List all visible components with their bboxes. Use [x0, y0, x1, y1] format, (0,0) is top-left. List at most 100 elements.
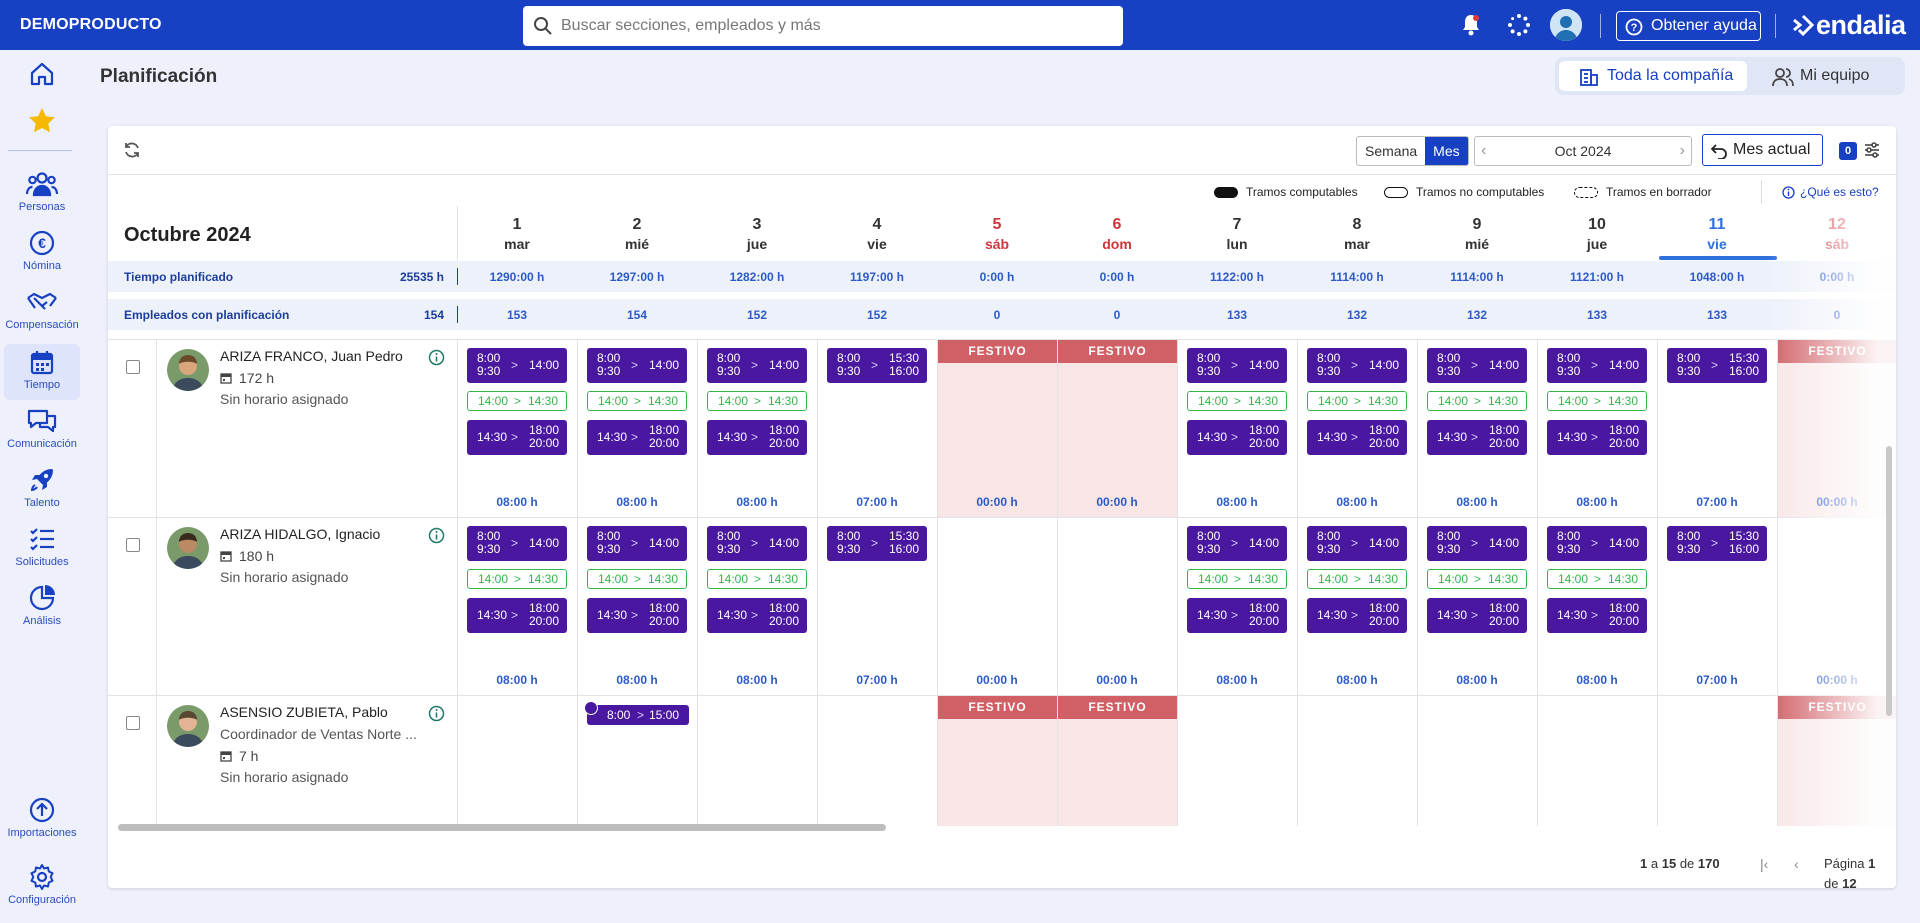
refresh-icon[interactable]: [122, 140, 142, 160]
day-cell[interactable]: 8:00 9:30 >14:00 14:00 >14:30 14:30 >18:00 20:0…: [1297, 518, 1417, 696]
day-cell[interactable]: 8:00 9:30 >14:00 14:00 >14:30 14:30 >18:00 20:0…: [697, 340, 817, 518]
break-block[interactable]: 14:00 >14:30: [1427, 569, 1527, 589]
day-cell[interactable]: 00:00 h: [1057, 518, 1177, 696]
loading-icon[interactable]: [1507, 13, 1531, 37]
shift-block-morning[interactable]: 8:00 9:30 >14:00: [587, 526, 687, 561]
shift-block-friday[interactable]: 8:00 9:30 >15:30 16:00: [827, 526, 927, 561]
shift-block-afternoon[interactable]: 14:30 >18:00 20:00: [1427, 420, 1527, 455]
break-block[interactable]: 14:00 >14:30: [1307, 391, 1407, 411]
day-cell[interactable]: [817, 696, 937, 826]
sidebar-item-personas[interactable]: Personas: [4, 166, 80, 222]
help-button[interactable]: ? Obtener ayuda: [1616, 11, 1761, 41]
day-cell[interactable]: [1417, 696, 1537, 826]
day-cell[interactable]: FESTIVO 00:00 h: [937, 340, 1057, 518]
day-cell[interactable]: 8:00 9:30 >14:00 14:00 >14:30 14:30 >18:00 20:0…: [457, 340, 577, 518]
day-cell[interactable]: 8:00 9:30 >14:00 14:00 >14:30 14:30 >18:00 20:0…: [1177, 340, 1297, 518]
row-checkbox[interactable]: [126, 716, 140, 730]
shift-block-morning[interactable]: 8:00 9:30 >14:00: [707, 526, 807, 561]
employee-name[interactable]: ASENSIO ZUBIETA, Pablo: [220, 704, 388, 720]
break-block[interactable]: 14:00 >14:30: [1187, 391, 1287, 411]
sidebar-item-talento[interactable]: Talento: [4, 462, 80, 518]
row-checkbox[interactable]: [126, 538, 140, 552]
shift-block-afternoon[interactable]: 14:30 >18:00 20:00: [1307, 598, 1407, 633]
shift-block-afternoon[interactable]: 14:30 >18:00 20:00: [467, 598, 567, 633]
day-cell[interactable]: 8:00 9:30 >14:00 14:00 >14:30 14:30 >18:00 20:0…: [577, 518, 697, 696]
shift-block-morning[interactable]: 8:00 9:30 >14:00: [1307, 526, 1407, 561]
filter-icon[interactable]: [1863, 141, 1881, 159]
break-block[interactable]: 14:00 >14:30: [707, 391, 807, 411]
break-block[interactable]: 14:00 >14:30: [467, 391, 567, 411]
shift-block-friday[interactable]: 8:00 9:30 >15:30 16:00: [827, 348, 927, 383]
day-cell[interactable]: 00:00 h: [937, 518, 1057, 696]
day-cell[interactable]: 8:00 9:30 >14:00 14:00 >14:30 14:30 >18:00 20:0…: [697, 518, 817, 696]
day-cell[interactable]: 8:00 9:30 >15:30 16:00 07:00 h: [1657, 518, 1777, 696]
day-cell[interactable]: 8:00 9:30 >15:30 16:00 07:00 h: [1657, 340, 1777, 518]
day-cell[interactable]: 8:00 9:30 >15:30 16:00 07:00 h: [817, 340, 937, 518]
break-block[interactable]: 14:00 >14:30: [1187, 569, 1287, 589]
sidebar-item-importaciones[interactable]: Importaciones: [4, 792, 80, 848]
shift-block-afternoon[interactable]: 14:30 >18:00 20:00: [1187, 598, 1287, 633]
avatar[interactable]: [167, 527, 209, 569]
sidebar-item-configuracion[interactable]: Configuración: [4, 859, 80, 915]
employee-name[interactable]: ARIZA FRANCO, Juan Pedro: [220, 348, 403, 364]
day-cell[interactable]: 8:00 9:30 >14:00 14:00 >14:30 14:30 >18:00 20:0…: [1177, 518, 1297, 696]
shift-block-afternoon[interactable]: 14:30 >18:00 20:00: [1307, 420, 1407, 455]
break-block[interactable]: 14:00 >14:30: [1307, 569, 1407, 589]
shift-block-morning[interactable]: 8:00 9:30 >14:00: [707, 348, 807, 383]
day-cell[interactable]: 8:00 9:30 >15:30 16:00 07:00 h: [817, 518, 937, 696]
search-input[interactable]: [561, 6, 1111, 46]
employee-name[interactable]: ARIZA HIDALGO, Ignacio: [220, 526, 381, 542]
day-cell[interactable]: FESTIVO: [937, 696, 1057, 826]
day-cell[interactable]: 8:00 9:30 >14:00 14:00 >14:30 14:30 >18:00 20:0…: [577, 340, 697, 518]
bell-icon[interactable]: [1460, 13, 1482, 37]
break-block[interactable]: 14:00 >14:30: [1427, 391, 1527, 411]
shift-block-morning[interactable]: 8:00 9:30 >14:00: [1427, 526, 1527, 561]
user-avatar[interactable]: [1550, 9, 1582, 41]
prev-period-icon[interactable]: ‹: [1481, 142, 1487, 159]
shift-block-afternoon[interactable]: 14:30 >18:00 20:00: [587, 598, 687, 633]
shift-block-afternoon[interactable]: 14:30 >18:00 20:00: [1427, 598, 1527, 633]
sidebar-item-compensacion[interactable]: Compensación: [4, 284, 80, 340]
day-cell[interactable]: FESTIVO: [1057, 696, 1177, 826]
star-icon[interactable]: [27, 106, 57, 136]
day-cell[interactable]: 8:00 9:30 >14:00 14:00 >14:30 14:30 >18:00 20:0…: [1417, 340, 1537, 518]
search-box[interactable]: [523, 6, 1123, 46]
info-icon[interactable]: [428, 705, 445, 722]
sidebar-item-tiempo[interactable]: Tiempo: [4, 344, 80, 400]
week-view-button[interactable]: Semana: [1365, 143, 1418, 159]
what-is-this-link[interactable]: ¿Qué es esto?: [1782, 182, 1879, 202]
shift-block-afternoon[interactable]: 14:30 >18:00 20:00: [707, 420, 807, 455]
day-cell[interactable]: [1657, 696, 1777, 826]
break-block[interactable]: 14:00 >14:30: [587, 391, 687, 411]
month-view-button[interactable]: Mes: [1425, 137, 1468, 165]
day-cell[interactable]: 8:00 9:30 >14:00 14:00 >14:30 14:30 >18:00 20:0…: [457, 518, 577, 696]
day-cell[interactable]: 8:00 9:30 >14:00 14:00 >14:30 14:30 >18:00 20:0…: [1537, 518, 1657, 696]
scope-company-button[interactable]: Toda la compañía: [1559, 61, 1747, 91]
draft-shift-block[interactable]: 8:00 >15:00: [584, 701, 689, 725]
current-month-button[interactable]: Mes actual: [1702, 134, 1823, 166]
day-cell[interactable]: [1537, 696, 1657, 826]
first-page-icon[interactable]: |‹: [1760, 856, 1769, 872]
shift-block-afternoon[interactable]: 14:30 >18:00 20:00: [467, 420, 567, 455]
row-checkbox[interactable]: [126, 360, 140, 374]
shift-block-afternoon[interactable]: 14:30 >18:00 20:00: [587, 420, 687, 455]
company-name[interactable]: DEMOPRODUCTO: [20, 16, 162, 33]
day-cell[interactable]: 8:00 >15:00: [577, 696, 697, 826]
next-period-icon[interactable]: ›: [1679, 142, 1685, 159]
shift-block-afternoon[interactable]: 14:30 >18:00 20:00: [1547, 420, 1647, 455]
shift-block-morning[interactable]: 8:00 9:30 >14:00: [1427, 348, 1527, 383]
endalia-logo[interactable]: endalia: [1790, 10, 1906, 41]
shift-block-morning[interactable]: 8:00 9:30 >14:00: [1187, 526, 1287, 561]
shift-block-morning[interactable]: 8:00 9:30 >14:00: [467, 526, 567, 561]
shift-block-morning[interactable]: 8:00 9:30 >14:00: [1307, 348, 1407, 383]
shift-block-morning[interactable]: 8:00 9:30 >14:00: [467, 348, 567, 383]
scope-team-button[interactable]: Mi equipo: [1752, 61, 1900, 91]
shift-block-afternoon[interactable]: 14:30 >18:00 20:00: [707, 598, 807, 633]
sidebar-item-analisis[interactable]: Análisis: [4, 580, 80, 636]
vertical-scrollbar[interactable]: [1886, 446, 1892, 716]
break-block[interactable]: 14:00 >14:30: [707, 569, 807, 589]
shift-block-afternoon[interactable]: 14:30 >18:00 20:00: [1547, 598, 1647, 633]
break-block[interactable]: 14:00 >14:30: [467, 569, 567, 589]
avatar[interactable]: [167, 705, 209, 747]
day-cell[interactable]: 8:00 9:30 >14:00 14:00 >14:30 14:30 >18:00 20:0…: [1417, 518, 1537, 696]
